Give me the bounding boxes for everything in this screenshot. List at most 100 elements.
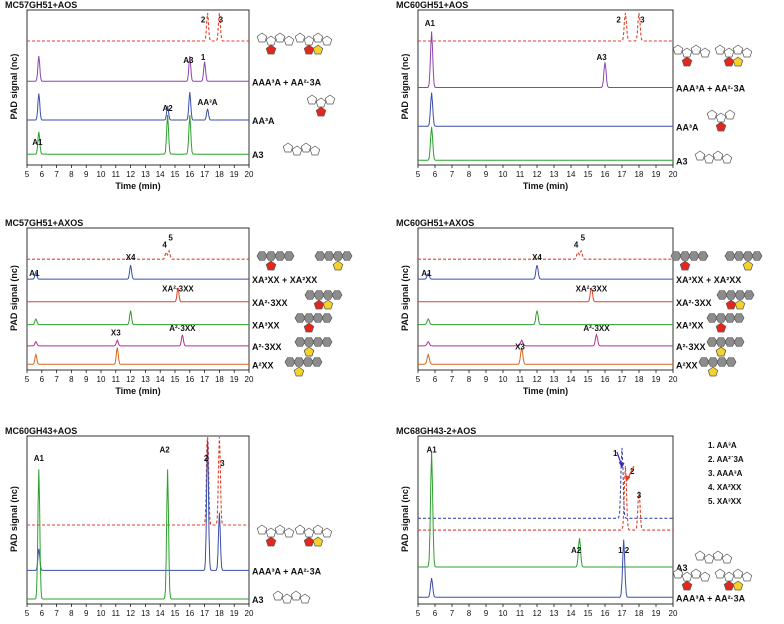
xylose-pentagon-icon — [321, 35, 333, 46]
arabinose-red-pentagon-icon — [303, 536, 315, 547]
x-tick-label: 17 — [618, 609, 627, 618]
legend-item: 3. AAA³A — [708, 469, 743, 478]
x-tick-label: 14 — [567, 609, 576, 618]
x-tick-label: 8 — [467, 170, 472, 179]
peak-annotation: X4 — [532, 253, 542, 262]
x-tick-label: 12 — [533, 609, 542, 618]
x-tick-label: 20 — [245, 375, 254, 384]
xylose-pentagon-icon — [256, 32, 268, 43]
x-tick-label: 18 — [635, 170, 644, 179]
y-axis-label: PAD signal (nc) — [400, 54, 410, 120]
chromatogram-trace — [418, 126, 673, 161]
xylose-hexagon-icon — [314, 251, 326, 261]
chromatogram-trace — [27, 12, 249, 42]
xylose-hexagon-icon — [274, 251, 286, 261]
chromatogram-trace — [27, 436, 249, 526]
xylose-pentagon-icon — [265, 527, 277, 538]
xylose-pentagon-icon — [303, 527, 315, 538]
xylose-pentagon-icon — [315, 97, 327, 108]
x-tick-label: 7 — [54, 375, 59, 384]
panel-title: MC60GH51+AOS — [396, 0, 468, 10]
arabinose-yellow-pentagon-icon — [734, 299, 746, 310]
x-tick-label: 20 — [669, 170, 678, 179]
x-tick-label: 20 — [669, 609, 678, 618]
xylose-hexagon-icon — [715, 337, 727, 347]
xylose-pentagon-icon — [690, 568, 702, 579]
trace-label: A²XX — [676, 360, 698, 370]
arabinose-yellow-pentagon-icon — [312, 536, 324, 547]
xylose-hexagon-icon — [293, 357, 305, 367]
x-tick-label: 6 — [40, 375, 45, 384]
x-tick-label: 9 — [484, 609, 489, 618]
x-tick-label: 12 — [533, 170, 542, 179]
x-tick-label: 9 — [84, 170, 89, 179]
peak-annotation: 3 — [640, 16, 645, 25]
y-axis-label: PAD signal (nc) — [9, 486, 19, 552]
xylose-pentagon-icon — [274, 32, 286, 43]
x-tick-label: 10 — [499, 170, 508, 179]
x-tick-label: 12 — [126, 170, 135, 179]
xylose-pentagon-icon — [282, 142, 294, 153]
xylose-hexagon-icon — [303, 337, 315, 347]
panel-title: MC57GH51+AXOS — [5, 218, 83, 228]
x-tick-label: 19 — [652, 375, 661, 384]
x-tick-label: 8 — [69, 170, 74, 179]
chromatogram-trace — [418, 447, 673, 519]
peak-annotation: 4 — [574, 240, 579, 249]
arabinose-red-pentagon-icon — [303, 322, 315, 333]
xylose-pentagon-icon — [694, 550, 706, 561]
y-axis-label: PAD signal (nc) — [400, 486, 410, 552]
x-tick-label: 11 — [112, 170, 121, 179]
arabinose-yellow-pentagon-icon — [332, 260, 344, 271]
x-tick-label: 6 — [433, 170, 438, 179]
trace-label: AAA³A + AA²·3A — [252, 77, 322, 87]
xylose-pentagon-icon — [732, 44, 744, 55]
peak-annotation: 3 — [637, 491, 642, 500]
xylose-hexagon-icon — [256, 251, 268, 261]
xylose-pentagon-icon — [299, 593, 311, 604]
trace-label: AA³A — [252, 116, 275, 126]
peak-annotation: A3 — [596, 53, 607, 62]
xylose-pentagon-icon — [312, 32, 324, 43]
chromatogram-trace — [418, 466, 673, 531]
chromatogram-trace — [27, 469, 249, 600]
x-tick-label: 11 — [516, 170, 525, 179]
xylose-hexagon-icon — [294, 313, 306, 323]
xylose-hexagon-icon — [734, 290, 746, 300]
xylose-pentagon-icon — [283, 527, 295, 538]
xylose-pentagon-icon — [703, 553, 715, 564]
peak-annotation: 2 — [204, 454, 209, 463]
arabinose-red-pentagon-icon — [681, 56, 693, 67]
arabinose-red-pentagon-icon — [315, 106, 327, 117]
x-tick-label: 10 — [97, 609, 106, 618]
trace-label: A3 — [676, 563, 688, 573]
x-tick-label: 5 — [416, 375, 421, 384]
x-tick-label: 8 — [467, 375, 472, 384]
x-tick-label: 15 — [171, 375, 180, 384]
x-tick-label: 14 — [567, 170, 576, 179]
chromatogram-trace — [27, 114, 249, 155]
xylose-pentagon-icon — [324, 94, 336, 105]
x-axis-label: Time (min) — [115, 386, 160, 396]
xylose-pentagon-icon — [706, 109, 718, 120]
x-tick-label: 17 — [200, 375, 209, 384]
x-tick-label: 6 — [40, 170, 45, 179]
chromatogram-trace — [27, 287, 249, 303]
chromatogram-trace — [27, 347, 249, 365]
xylose-hexagon-icon — [733, 313, 745, 323]
peak-annotation: A2 — [162, 104, 173, 113]
x-tick-label: 7 — [54, 170, 59, 179]
arabinose-red-pentagon-icon — [265, 260, 277, 271]
trace-label: XA²·3XX — [252, 298, 288, 308]
x-tick-label: 8 — [69, 375, 74, 384]
trace-label: A²·3XX — [676, 342, 706, 352]
arabinose-yellow-pentagon-icon — [312, 44, 324, 55]
peak-annotation: XA²·3XX — [576, 284, 608, 293]
xylose-pentagon-icon — [672, 568, 684, 579]
trace-label: AA³A — [676, 122, 699, 132]
peak-annotation: 2 — [201, 16, 206, 25]
peak-annotation: A2 — [160, 445, 171, 454]
legend-item: 1. AA³A — [708, 441, 737, 450]
y-axis-label: PAD signal (nc) — [9, 54, 19, 120]
xylose-hexagon-icon — [341, 251, 353, 261]
